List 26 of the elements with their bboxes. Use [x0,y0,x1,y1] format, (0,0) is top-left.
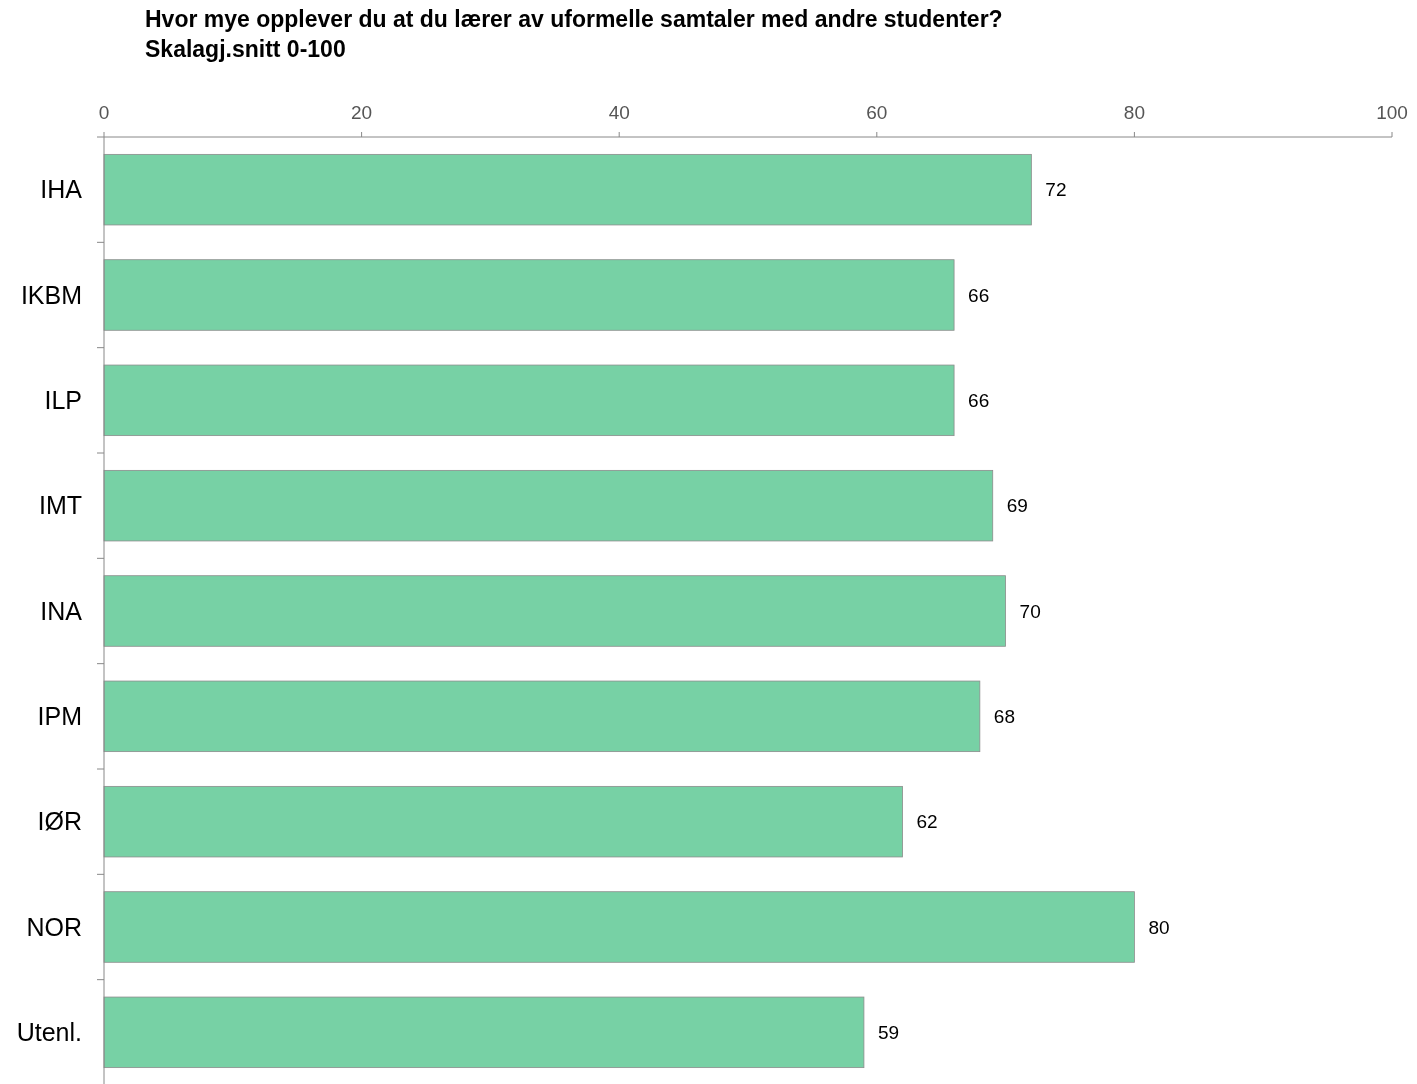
data-label: 59 [877,1021,900,1043]
data-label: 70 [1019,600,1041,622]
data-label: 62 [916,811,938,833]
data-label: 72 [1045,179,1067,201]
y-tick-label: Utenl. [16,1018,82,1047]
chart-subtitle: Skalagj.snitt 0-100 [145,36,346,62]
y-tick-label: INA [40,596,83,625]
y-tick-label: IKBM [20,280,82,309]
y-tick-label: IPM [37,702,82,731]
x-tick-label: 40 [608,102,630,123]
y-tick-label: IHA [40,175,83,204]
data-label: 66 [968,284,990,306]
x-tick-label: 80 [1123,102,1145,123]
x-tick-label: 60 [866,102,888,123]
y-tick-label: ILP [44,386,82,415]
data-label: 66 [968,389,990,411]
data-label: 69 [1006,495,1028,517]
y-tick-label: NOR [26,912,82,941]
y-tick-label: IMT [38,491,82,520]
x-tick-label: 20 [351,102,373,123]
data-label: 80 [1148,916,1170,938]
chart-title: Hvor mye opplever du at du lærer av uformelle samtaler med andre studenter? [145,6,1003,32]
y-tick-label: IØR [37,807,82,836]
x-tick-label: 100 [1376,102,1408,123]
data-label: 68 [993,705,1015,727]
x-tick-label: 0 [98,102,110,123]
